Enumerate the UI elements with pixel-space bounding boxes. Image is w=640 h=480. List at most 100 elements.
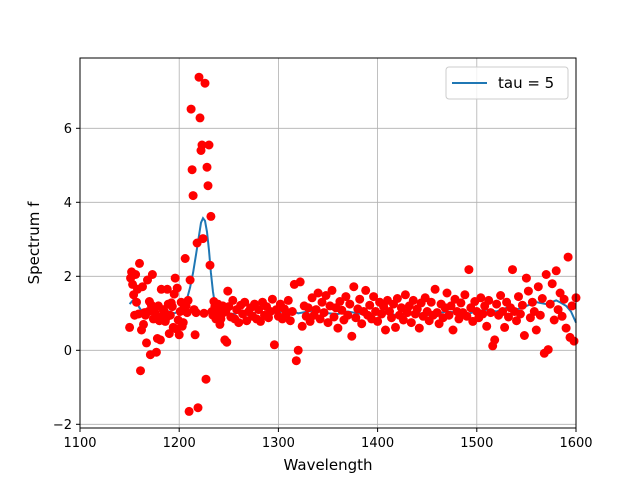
data-point [197,140,207,150]
data-point [240,297,250,307]
data-point [337,305,347,315]
data-point [557,311,567,321]
data-point [563,252,573,262]
data-point [498,307,508,316]
data-point [223,286,233,296]
y-tick-label: 4 [64,196,72,211]
data-point [254,305,264,315]
data-point [202,162,212,172]
data-point [193,403,203,413]
data-point [535,310,545,320]
data-point [191,308,201,318]
data-point [517,300,527,310]
data-point [205,260,215,270]
data-point [323,318,333,328]
x-tick-label: 1500 [460,436,493,451]
data-point [500,322,510,332]
data-point [174,330,184,340]
data-point [476,293,486,303]
data-point [307,293,317,303]
data-point [460,290,470,300]
x-axis-label: Wavelength [284,456,373,474]
data-point [537,294,547,303]
data-point [567,301,577,311]
data-point [444,310,454,320]
data-point [521,273,531,283]
data-point [446,301,456,311]
data-point [313,288,323,298]
data-point [341,292,351,302]
data-point [541,270,551,279]
data-point [369,292,379,302]
data-point [456,298,466,308]
data-point [406,318,416,328]
data-point [165,310,175,320]
data-point [349,282,359,292]
data-point [187,165,197,175]
data-point [426,297,436,307]
data-point [464,265,474,275]
data-point [182,308,192,318]
data-point [184,406,194,416]
data-point [414,323,424,333]
data-point [351,313,361,323]
data-point [496,291,506,300]
data-point [531,325,541,335]
data-point [486,308,496,318]
x-tick-label: 1300 [262,436,295,451]
data-point [150,308,160,318]
data-point [185,275,195,285]
data-point [551,266,561,276]
data-point [387,313,396,323]
data-point [162,284,172,294]
data-point [297,321,307,331]
data-point [381,325,390,335]
data-point [527,297,537,307]
legend: tau = 5 [445,66,569,100]
x-tick-label: 1600 [559,436,592,451]
data-point [345,299,355,309]
data-point [283,295,293,305]
data-point [549,315,559,325]
data-point [462,311,472,321]
data-point [448,325,458,335]
data-point [269,340,279,350]
data-point [194,72,204,82]
data-point [347,331,357,341]
x-tick-label: 1200 [163,436,196,451]
data-point [186,104,196,114]
data-point [204,140,214,150]
y-tick-label: −2 [53,418,72,433]
data-point [125,322,135,332]
y-tick-label: 6 [64,122,72,137]
data-point [319,308,329,318]
legend-label: tau = 5 [498,74,554,92]
data-point [333,323,343,333]
data-point [142,338,151,348]
data-point [504,312,513,322]
data-point [512,316,521,326]
data-point [201,374,211,384]
x-tick-label: 1100 [63,436,96,451]
data-point [361,285,371,295]
data-point [515,309,525,319]
data-point [365,300,375,310]
data-point [285,316,295,326]
data-point [195,113,205,123]
data-point [172,283,182,293]
data-point [303,303,313,313]
data-point [492,299,502,309]
data-point [430,284,440,294]
data-point [396,303,406,313]
data-point [206,211,216,221]
data-point [514,292,523,302]
y-tick-label: 2 [64,270,72,285]
data-point [155,335,165,345]
plot-area-frame [79,57,577,429]
data-point [547,279,557,289]
data-point [357,319,367,329]
data-point [293,345,303,355]
data-point [391,322,400,332]
data-point [561,323,571,333]
